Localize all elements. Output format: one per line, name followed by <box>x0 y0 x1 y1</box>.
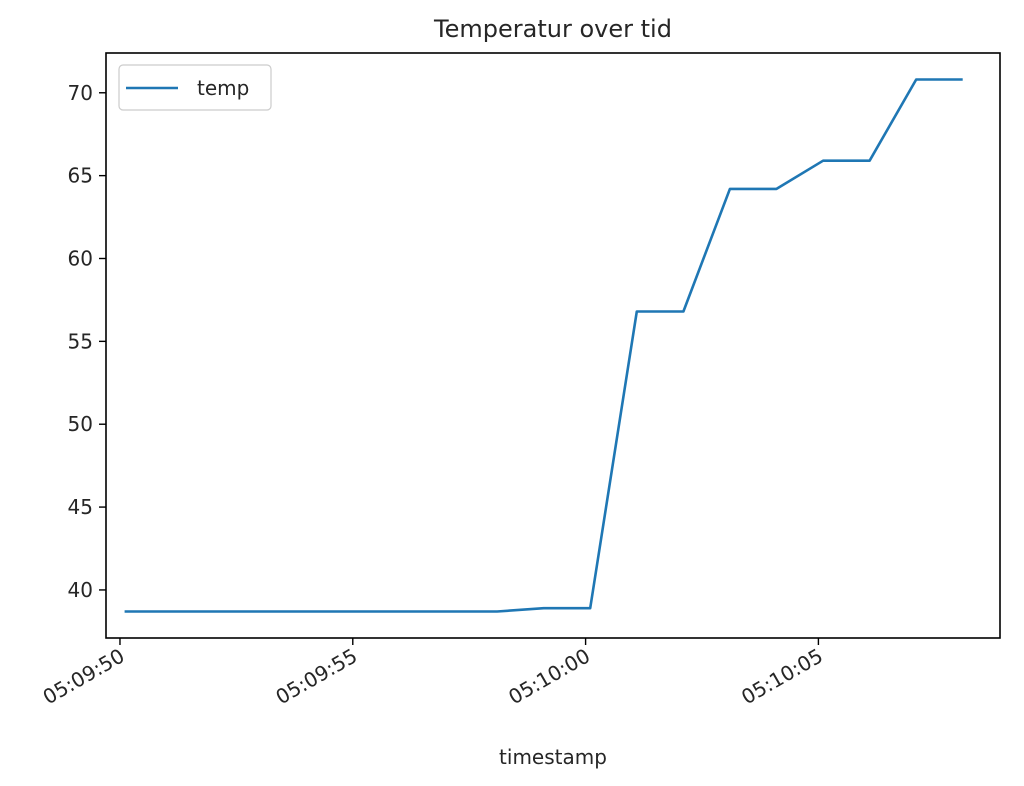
x-tick-label: 05:10:05 <box>737 644 827 710</box>
chart-title: Temperatur over tid <box>433 15 672 43</box>
x-tick-label: 05:09:55 <box>271 644 361 710</box>
x-axis-label: timestamp <box>499 745 607 769</box>
y-axis: 40 45 50 55 60 65 70 <box>68 81 106 602</box>
legend-label-temp: temp <box>197 76 249 100</box>
y-tick-label: 70 <box>68 81 93 105</box>
y-tick-label: 40 <box>68 578 93 602</box>
legend: temp <box>118 64 272 111</box>
y-tick-label: 60 <box>68 246 93 270</box>
plot-area <box>105 52 1001 639</box>
x-tick-label: 05:09:50 <box>39 644 129 710</box>
x-axis: 05:09:50 05:09:55 05:10:00 05:10:05 <box>39 638 827 709</box>
series-lines <box>124 78 963 613</box>
legend-box <box>118 64 272 111</box>
x-tick-label: 05:10:00 <box>504 644 594 710</box>
y-tick-label: 45 <box>68 495 93 519</box>
series-line-temp <box>124 78 963 613</box>
y-tick-label: 65 <box>68 164 93 188</box>
y-tick-label: 55 <box>68 329 93 353</box>
y-tick-label: 50 <box>68 412 93 436</box>
